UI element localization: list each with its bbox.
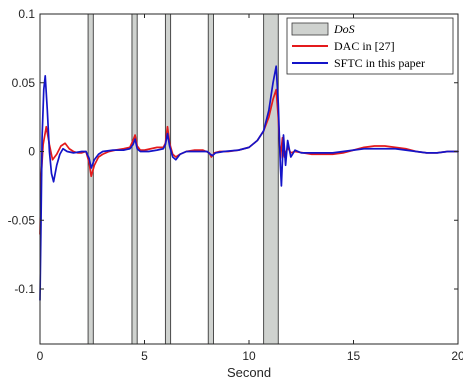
dos-interval-3: [207, 13, 214, 345]
series-line-1: [39, 65, 459, 301]
legend-label-0: DoS: [333, 22, 355, 36]
dos-interval-2: [164, 13, 172, 345]
y-tick-label-1: 0.05: [12, 76, 36, 90]
legend-label-2: SFTC in this paper: [334, 56, 425, 70]
x-tick-label-1: 5: [141, 349, 148, 363]
axes-layer: 0 5 10 15 20 0.1 0.05 0 -0.05 -0.1: [8, 7, 463, 363]
y-tick-label-3: -0.05: [8, 213, 36, 227]
y-tick-label-4: -0.1: [14, 282, 35, 296]
x-tick-label-3: 15: [347, 349, 361, 363]
x-tick-label-4: 20: [451, 349, 463, 363]
dos-interval-0: [87, 13, 94, 345]
legend: DoS DAC in [27] SFTC in this paper: [286, 17, 454, 75]
y-tick-label-2: 0: [28, 145, 35, 159]
dos-interval-4: [263, 13, 279, 345]
dos-interval-1: [131, 13, 138, 345]
legend-swatch-0: [291, 22, 329, 36]
y-tick-label-0: 0.1: [18, 7, 35, 21]
x-tick-label-2: 10: [242, 349, 256, 363]
x-tick-label-0: 0: [37, 349, 44, 363]
x-axis-label: Second: [227, 365, 271, 380]
series-layer: [39, 65, 459, 301]
legend-label-1: DAC in [27]: [334, 39, 395, 53]
